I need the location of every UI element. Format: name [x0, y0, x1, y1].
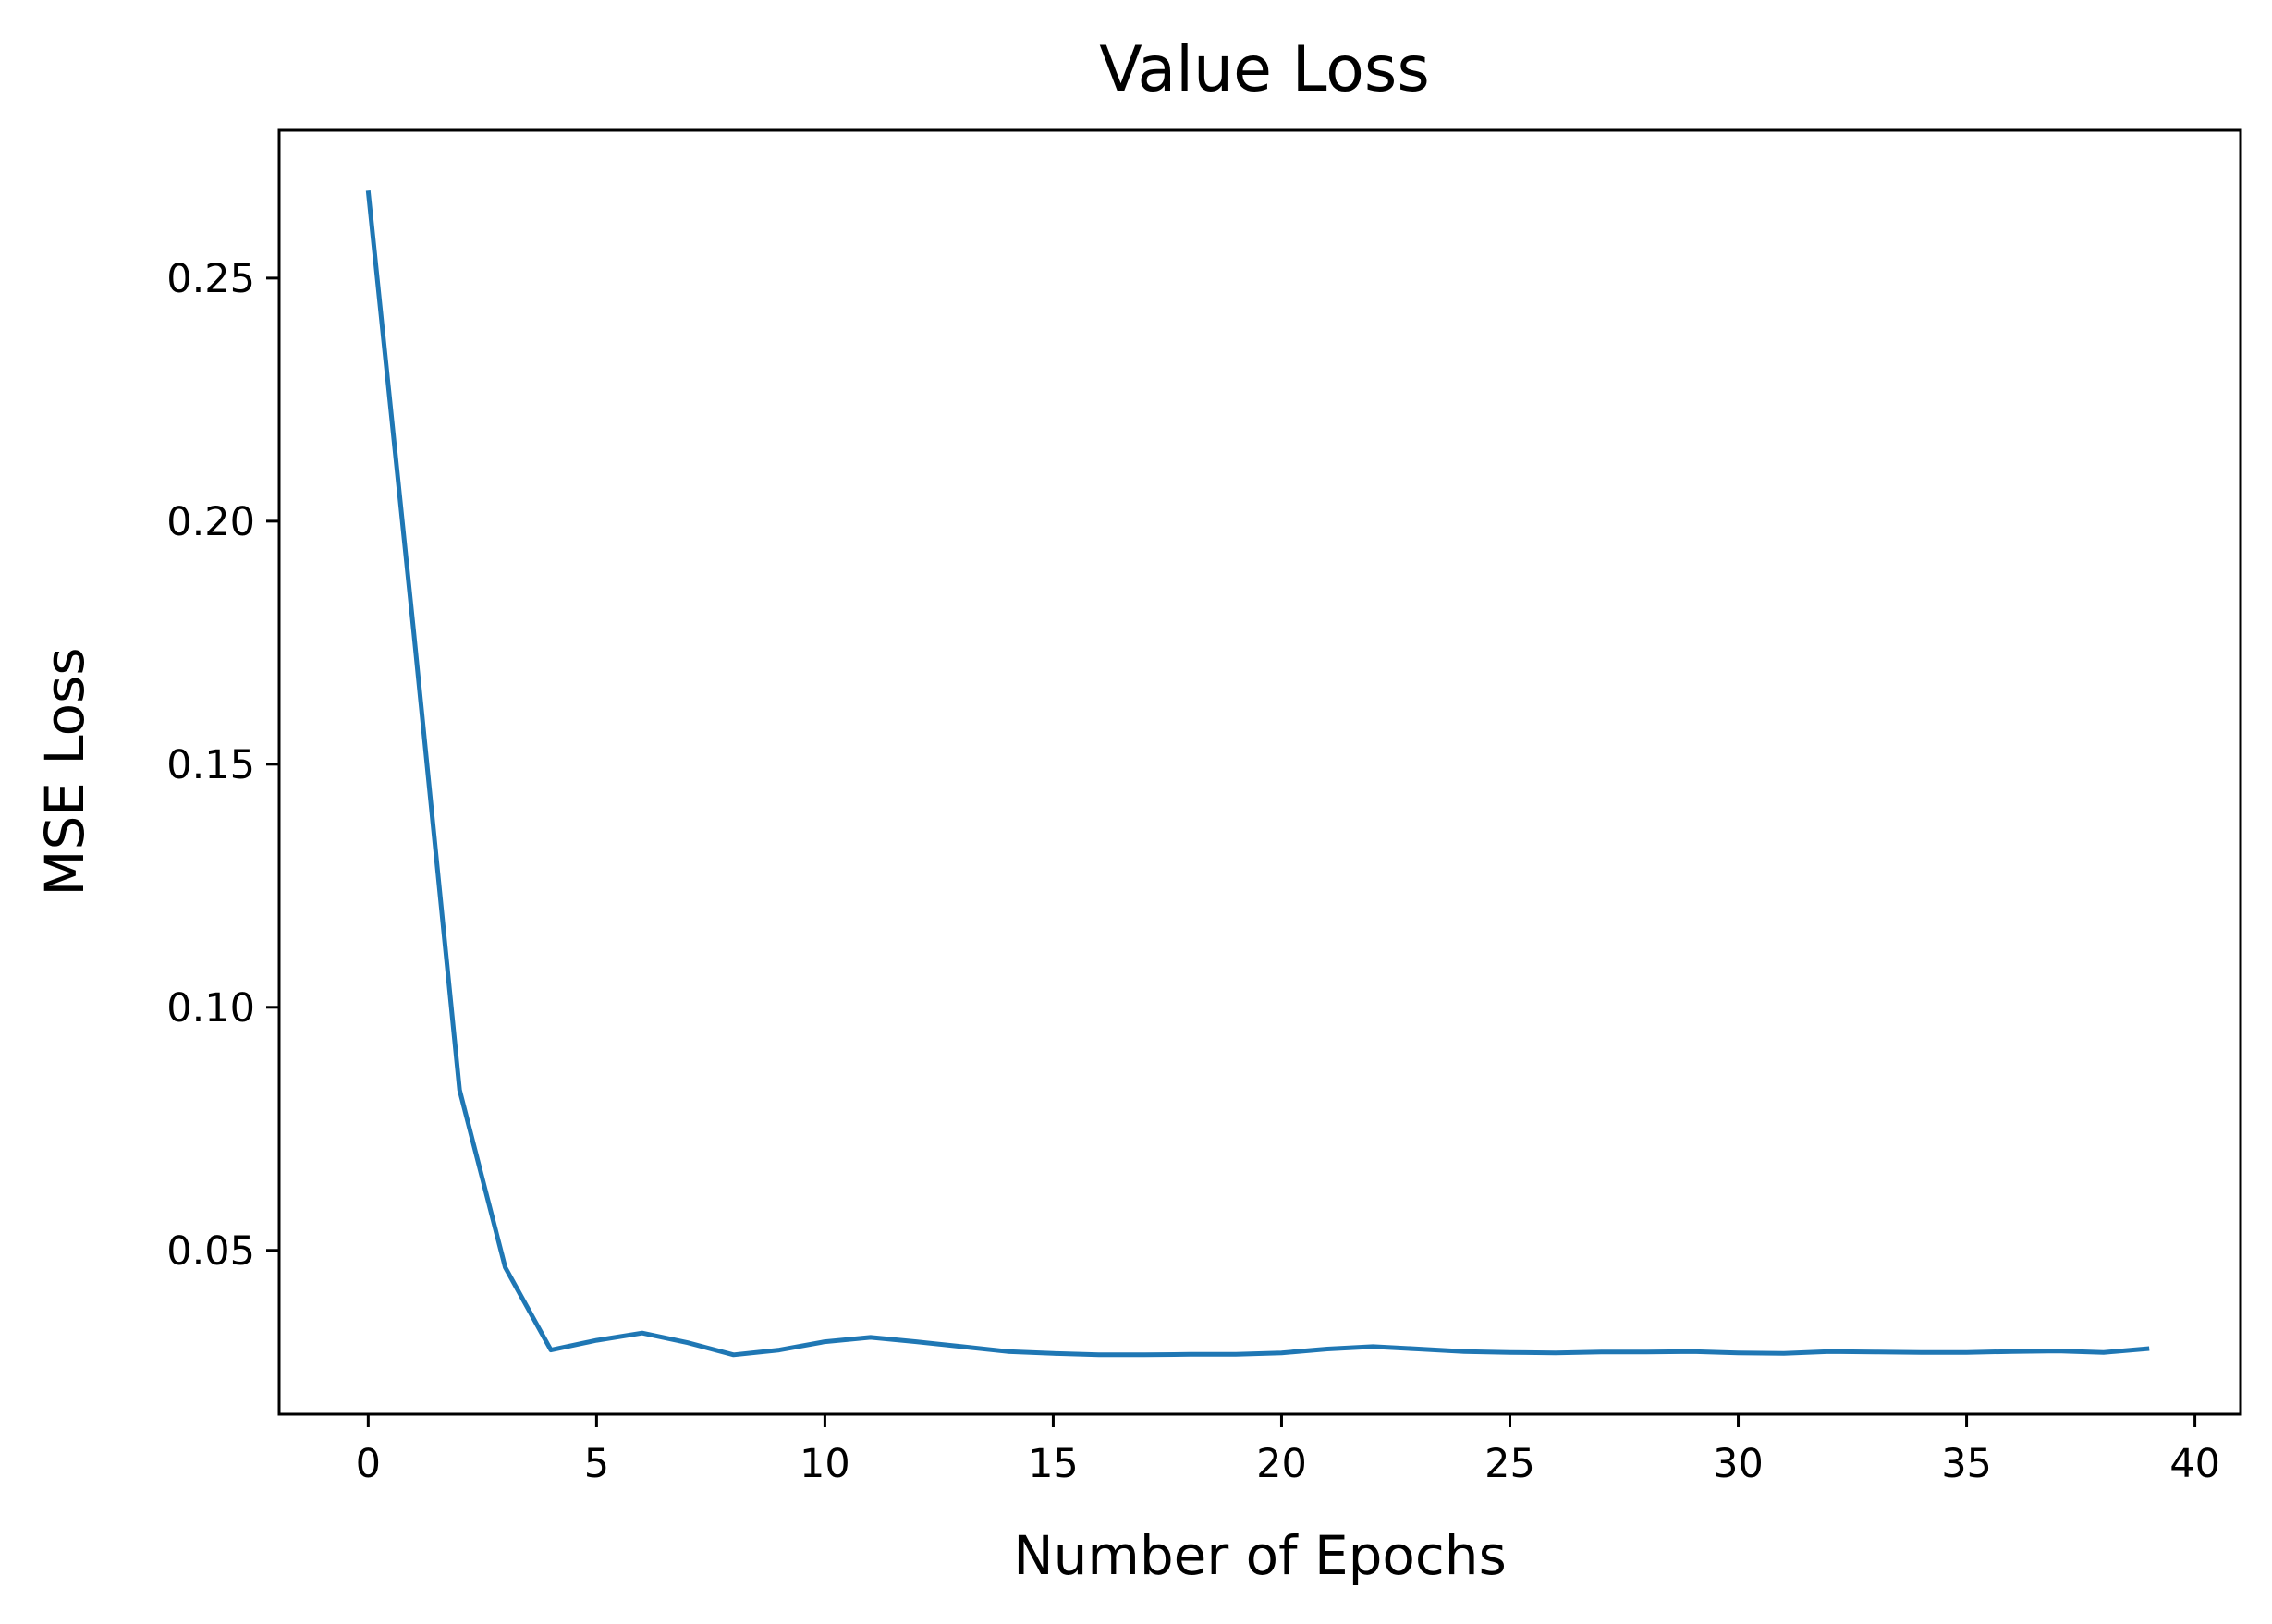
- x-tick-label: 40: [2169, 1441, 2220, 1487]
- x-tick-label: 35: [1941, 1441, 1992, 1487]
- x-tick-label: 10: [800, 1441, 850, 1487]
- x-axis-label: Number of Epochs: [1013, 1524, 1507, 1587]
- chart-title: Value Loss: [1099, 33, 1430, 106]
- y-axis: 0.05 0.10 0.15 0.20 0.25: [166, 256, 279, 1275]
- x-tick-label: 15: [1028, 1441, 1079, 1487]
- x-tick-label: 30: [1713, 1441, 1764, 1487]
- plot-area: 0 5 10 15 20 25 30 35 40 0.05 0.10 0.15 0.20 0.25: [166, 128, 2242, 1487]
- series-line: [365, 189, 2150, 1358]
- y-tick-label: 0.25: [166, 256, 255, 302]
- x-axis: 0 5 10 15 20 25 30 35 40: [356, 1414, 2220, 1487]
- y-tick-label: 0.20: [166, 499, 255, 545]
- x-tick-label: 25: [1484, 1441, 1535, 1487]
- x-tick-label: 0: [356, 1441, 381, 1487]
- y-tick-label: 0.05: [166, 1228, 255, 1275]
- y-tick-label: 0.15: [166, 742, 255, 788]
- x-tick-label: 20: [1256, 1441, 1307, 1487]
- series-group: [365, 189, 2150, 1358]
- y-tick-label: 0.10: [166, 985, 255, 1032]
- x-tick-label: 5: [584, 1441, 609, 1487]
- y-axis-label: MSE Loss: [33, 647, 96, 896]
- plot-frame: [277, 128, 2242, 1416]
